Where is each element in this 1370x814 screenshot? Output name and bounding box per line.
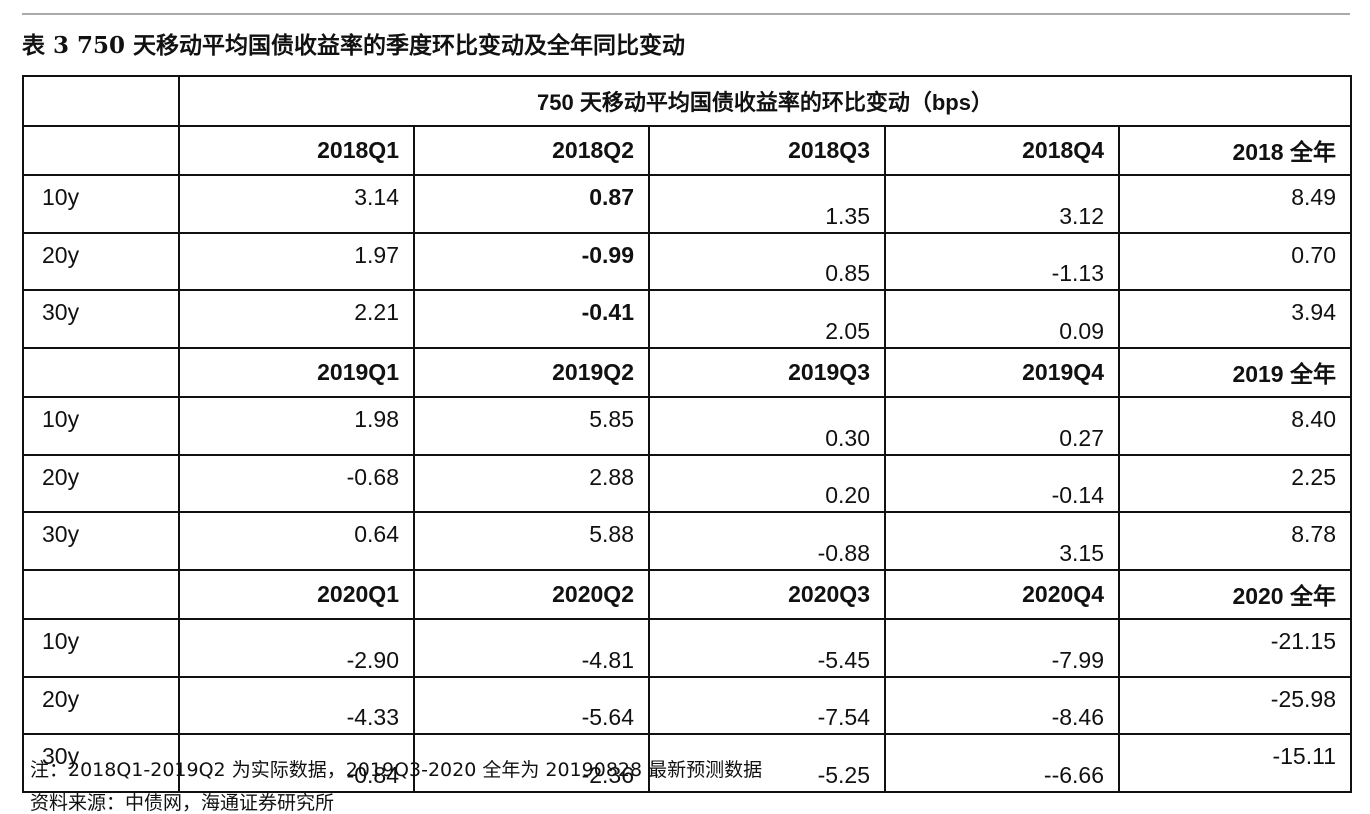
- row-label: 20y: [22, 453, 180, 513]
- data-row: 30y 2.21 -0.41 2.05 0.09 3.94: [22, 289, 1352, 349]
- cell: 3.15: [884, 511, 1120, 571]
- row-label: 10y: [22, 174, 180, 234]
- row-label: 20y: [22, 675, 180, 735]
- empty-cell: [22, 75, 180, 127]
- data-row: 30y 0.64 5.88 -0.88 3.15 8.78: [22, 511, 1352, 571]
- cell: 8.40: [1118, 396, 1352, 456]
- cell: 2.05: [648, 289, 886, 349]
- cell: 8.78: [1118, 511, 1352, 571]
- column-header: 2018 全年: [1118, 124, 1352, 176]
- cell: -0.99: [413, 231, 650, 291]
- cell: -1.13: [884, 231, 1120, 291]
- cell: -2.90: [178, 618, 415, 678]
- cell: 0.27: [884, 396, 1120, 456]
- column-header: 2018Q3: [648, 124, 886, 176]
- empty-cell: [22, 346, 180, 398]
- data-row: 30y -0.84 -2.36 -5.25 --6.66 -15.11: [22, 733, 1352, 793]
- cell: 2.25: [1118, 453, 1352, 513]
- rule: [22, 13, 1350, 15]
- data-row: 10y 1.98 5.85 0.30 0.27 8.40: [22, 396, 1352, 456]
- row-label: 20y: [22, 231, 180, 291]
- column-header: 2020 全年: [1118, 568, 1352, 620]
- cell: -4.33: [178, 675, 415, 735]
- cell: 8.49: [1118, 174, 1352, 234]
- cell: -7.54: [648, 675, 886, 735]
- cell: 3.14: [178, 174, 415, 234]
- column-header: 2018Q2: [413, 124, 650, 176]
- cell: 5.88: [413, 511, 650, 571]
- cell: -25.98: [1118, 675, 1352, 735]
- column-header: 2019Q1: [178, 346, 415, 398]
- cell: 1.97: [178, 231, 415, 291]
- cell: -4.81: [413, 618, 650, 678]
- note: 注：2018Q1-2019Q2 为实际数据，2019Q3-2020 全年为 20…: [30, 759, 763, 781]
- cell: -15.11: [1118, 733, 1352, 793]
- cell: 3.94: [1118, 289, 1352, 349]
- cell: 1.35: [648, 174, 886, 234]
- data-row: 10y -2.90 -4.81 -5.45 -7.99 -21.15: [22, 618, 1352, 678]
- empty-cell: [22, 124, 180, 176]
- cell: 0.20: [648, 453, 886, 513]
- cell: 2.21: [178, 289, 415, 349]
- cell: 3.12: [884, 174, 1120, 234]
- cell: 0.85: [648, 231, 886, 291]
- data-row: 10y 3.14 0.87 1.35 3.12 8.49: [22, 174, 1352, 234]
- cell: 0.70: [1118, 231, 1352, 291]
- cell: -5.45: [648, 618, 886, 678]
- row-label: 10y: [22, 618, 180, 678]
- cell: -0.41: [413, 289, 650, 349]
- cell: -8.46: [884, 675, 1120, 735]
- column-header: 2018Q4: [884, 124, 1120, 176]
- column-header: 2018Q1: [178, 124, 415, 176]
- data-row: 20y -0.68 2.88 0.20 -0.14 2.25: [22, 453, 1352, 513]
- table: 750 天移动平均国债收益率的环比变动（bps） 2018Q1 2018Q2 2018…: [22, 75, 1352, 793]
- cell: -5.64: [413, 675, 650, 735]
- cell: -0.88: [648, 511, 886, 571]
- column-header: 2020Q2: [413, 568, 650, 620]
- source: 资料来源：中债网，海通证券研究所: [30, 792, 335, 814]
- cell: -2.36: [413, 733, 650, 793]
- cell: 0.09: [884, 289, 1120, 349]
- column-header: 2020Q4: [884, 568, 1120, 620]
- cell: -0.68: [178, 453, 415, 513]
- column-header: 2019Q3: [648, 346, 886, 398]
- cell: -21.15: [1118, 618, 1352, 678]
- data-row: 20y -4.33 -5.64 -7.54 -8.46 -25.98: [22, 675, 1352, 735]
- cell: 5.85: [413, 396, 650, 456]
- cell: 0.30: [648, 396, 886, 456]
- column-header-row: 2019Q1 2019Q2 2019Q3 2019Q4 2019 全年: [22, 346, 1352, 398]
- column-header-row: 2018Q1 2018Q2 2018Q3 2018Q4 2018 全年: [22, 124, 1352, 176]
- title: 表 3 750 天移动平均国债收益率的季度环比变动及全年同比变动: [22, 32, 686, 59]
- cell: 0.87: [413, 174, 650, 234]
- cell: -0.84: [178, 733, 415, 793]
- column-header: 2019Q4: [884, 346, 1120, 398]
- row-label: 30y: [22, 289, 180, 349]
- cell: 0.64: [178, 511, 415, 571]
- header-row: 750 天移动平均国债收益率的环比变动（bps）: [22, 75, 1352, 127]
- cell: --6.66: [884, 733, 1120, 793]
- data-row: 20y 1.97 -0.99 0.85 -1.13 0.70: [22, 231, 1352, 291]
- column-header: 2019 全年: [1118, 346, 1352, 398]
- table-header: 750 天移动平均国债收益率的环比变动（bps）: [178, 75, 1352, 127]
- column-header: 2019Q2: [413, 346, 650, 398]
- cell: -7.99: [884, 618, 1120, 678]
- column-header: 2020Q3: [648, 568, 886, 620]
- cell: -0.14: [884, 453, 1120, 513]
- column-header-row: 2020Q1 2020Q2 2020Q3 2020Q4 2020 全年: [22, 568, 1352, 620]
- empty-cell: [22, 568, 180, 620]
- row-label: 30y: [22, 511, 180, 571]
- cell: 2.88: [413, 453, 650, 513]
- cell: 1.98: [178, 396, 415, 456]
- cell: -5.25: [648, 733, 886, 793]
- row-label: 30y: [22, 733, 180, 793]
- column-header: 2020Q1: [178, 568, 415, 620]
- row-label: 10y: [22, 396, 180, 456]
